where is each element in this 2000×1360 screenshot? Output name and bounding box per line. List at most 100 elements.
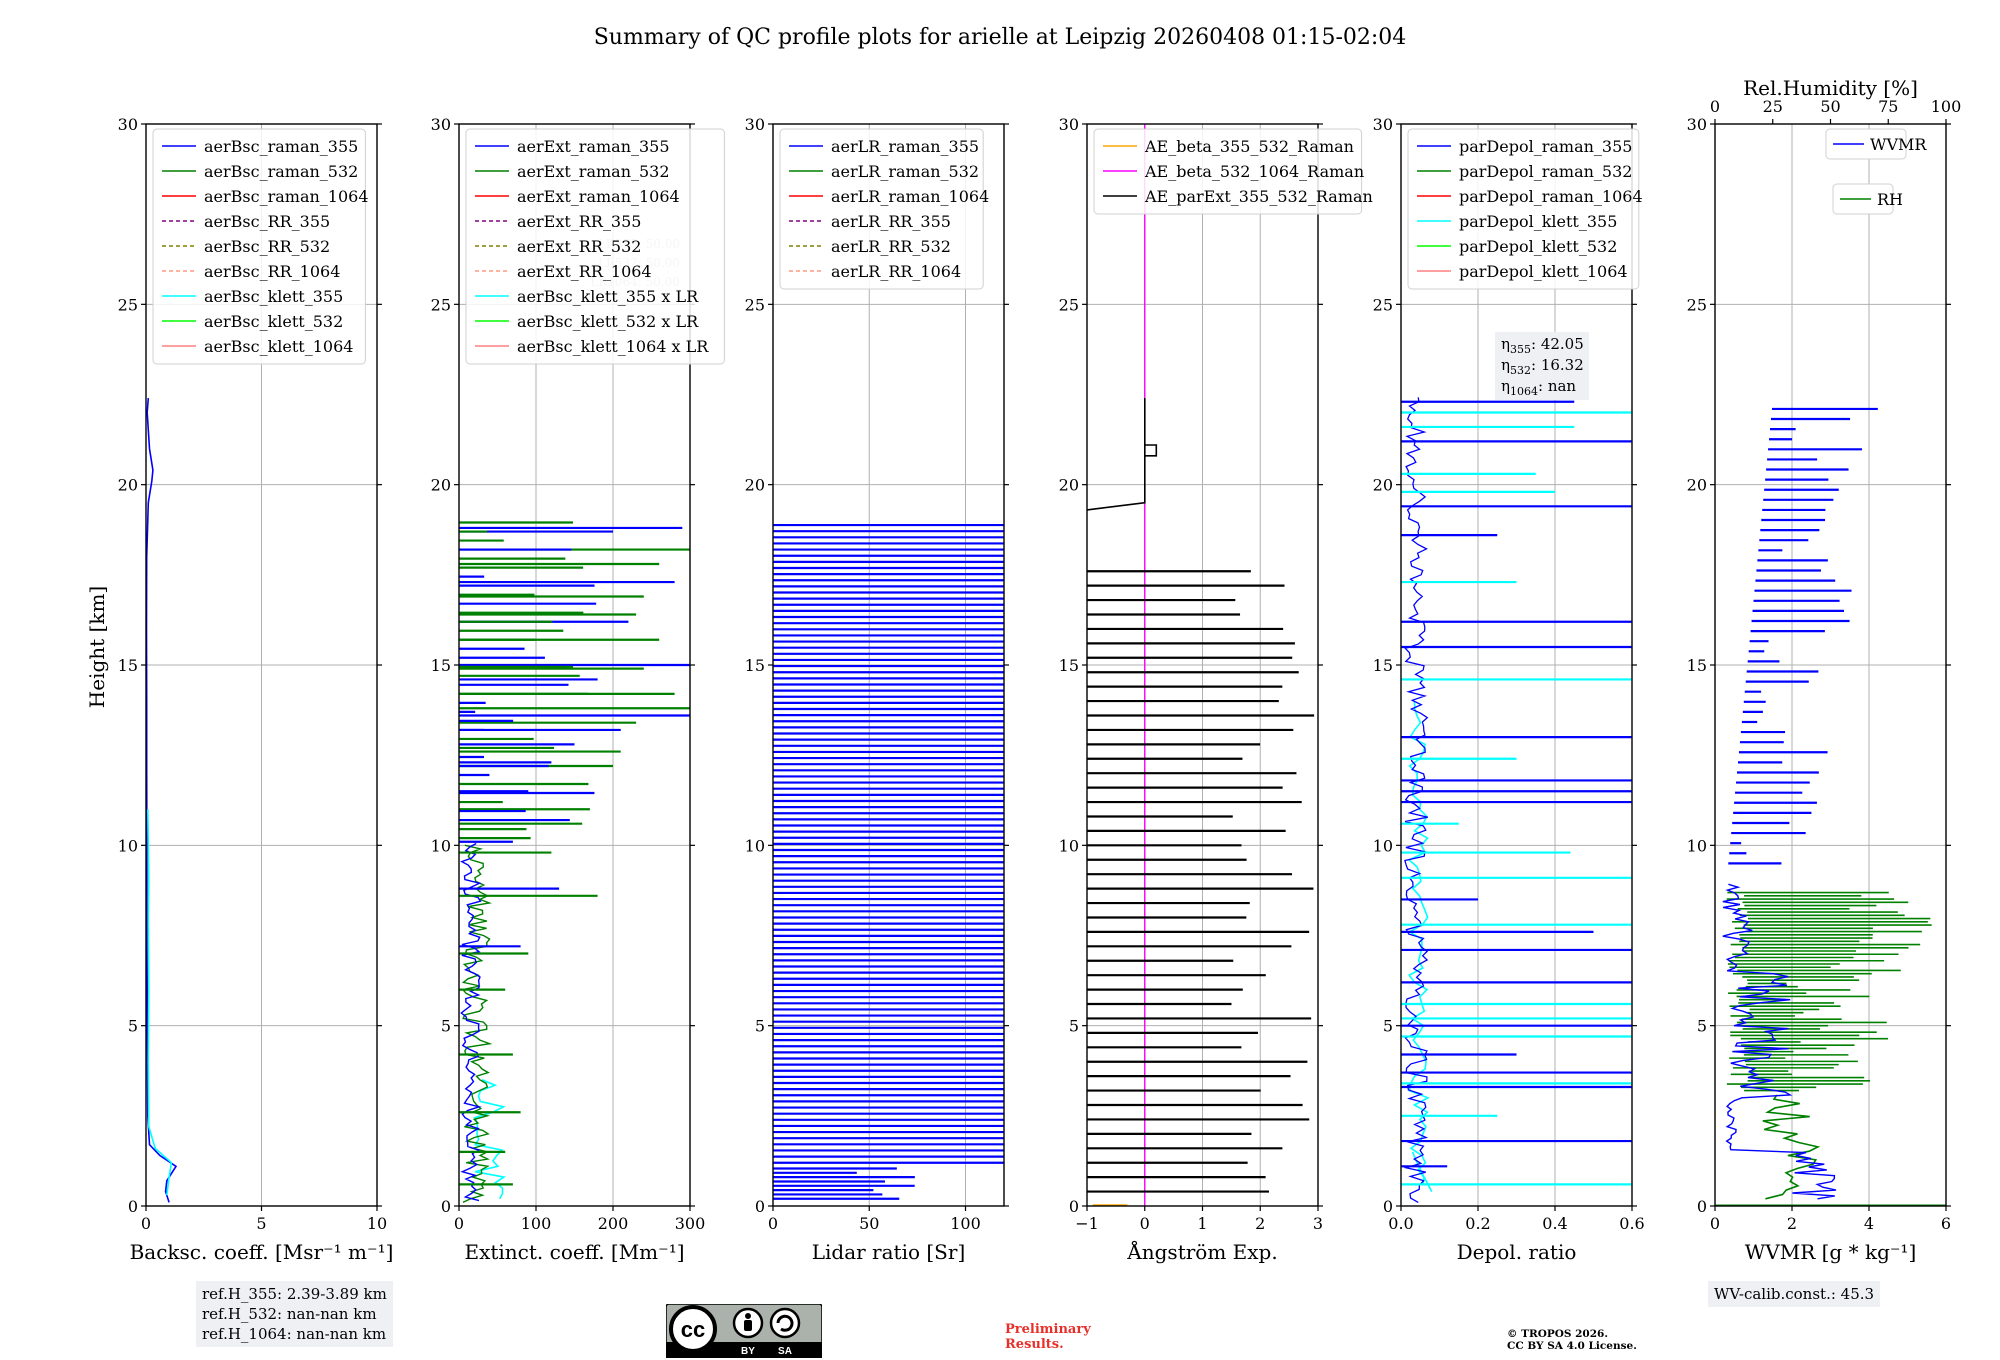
legend-box xyxy=(465,128,725,365)
axes-frame xyxy=(1400,123,1633,1207)
top-tick-label: 50 xyxy=(1820,97,1840,116)
y-tick-label: 30 xyxy=(1373,115,1393,134)
x-tick-label: 50 xyxy=(859,1214,879,1233)
x-tick-label: 300 xyxy=(675,1214,706,1233)
x-axis-label: Depol. ratio xyxy=(1457,1240,1577,1264)
panel-1: 0 5 10 0 5 10 15 20 25 30 Backsc. coeff. [Msr⁻¹ m⁻… xyxy=(118,115,394,1264)
panel-3: 0 50 100 0 5 10 15 20 25 30 Lidar ratio [Sr] aerLR_… xyxy=(745,115,1009,1264)
x-tick-label: −1 xyxy=(1075,1214,1099,1233)
legend-entry: aerExt_raman_1064 xyxy=(517,187,680,206)
plot-area xyxy=(1087,124,1315,1206)
legend-entry: parDepol_klett_355 xyxy=(1459,212,1617,231)
eta-value: : nan xyxy=(1538,377,1576,395)
legend-entry: parDepol_raman_355 xyxy=(1459,137,1632,156)
legend: aerBsc_raman_355 aerBsc_raman_532 aerBsc_r… xyxy=(152,128,369,365)
y-tick-label: 30 xyxy=(431,115,451,134)
y-tick-label: 25 xyxy=(1059,295,1079,314)
y-tick-label: 0 xyxy=(128,1197,138,1216)
eta-355: η355: 42.05 xyxy=(1501,335,1584,356)
x-tick-label: 0 xyxy=(454,1214,464,1233)
y-tick-label: 0 xyxy=(1383,1197,1393,1216)
y-tick-label: 25 xyxy=(1373,295,1393,314)
legend: aerLR_raman_355 aerLR_raman_532 aerLR_rama… xyxy=(779,128,989,290)
panel-6: 0 2 4 6 0 5 10 15 20 25 30 WVMR [g * kg⁻¹] 0 25 50 75 10… xyxy=(1687,76,1962,1264)
legend-entry: aerExt_raman_532 xyxy=(517,162,670,181)
axes-frame xyxy=(772,123,1005,1207)
y-tick-label: 10 xyxy=(118,836,138,855)
ref-height-1064: ref.H_1064: nan-nan km xyxy=(202,1325,387,1343)
legend-box xyxy=(152,128,366,365)
eta-box: η355: 42.05 η532: 16.32 η1064: nan xyxy=(1495,332,1589,400)
y-tick-label: 5 xyxy=(441,1017,451,1036)
series-line-RH xyxy=(1762,1094,1821,1200)
legend: AE_beta_355_532_Raman AE_beta_532_1064_Ra… xyxy=(1093,128,1373,215)
legend-entry: aerBsc_raman_355 xyxy=(204,137,358,156)
legend-box xyxy=(1825,128,1907,160)
legend-entry: parDepol_raman_1064 xyxy=(1459,187,1643,206)
cc-sa: SA xyxy=(778,1346,792,1357)
y-tick-label: 5 xyxy=(755,1017,765,1036)
legend-entry: aerBsc_klett_1064 x LR xyxy=(517,337,709,356)
y-tick-label: 20 xyxy=(1373,476,1393,495)
legend-entry: aerBsc_klett_355 xyxy=(204,287,343,306)
y-tick-label: 30 xyxy=(1687,115,1707,134)
y-tick-label: 20 xyxy=(1059,476,1079,495)
legend-entry: aerBsc_RR_1064 xyxy=(204,262,340,281)
legend-entry: aerLR_RR_532 xyxy=(831,237,951,256)
y-tick-label: 25 xyxy=(431,295,451,314)
y-tick-label: 30 xyxy=(745,115,765,134)
x-axis-label: Lidar ratio [Sr] xyxy=(812,1240,966,1264)
legend-entry: AE_beta_532_1064_Raman xyxy=(1144,162,1364,181)
y-tick-label: 20 xyxy=(1687,476,1707,495)
y-tick-label: 30 xyxy=(118,115,138,134)
legend-entry: aerBsc_klett_532 xyxy=(204,312,343,331)
y-tick-label: 5 xyxy=(128,1017,138,1036)
ref-height-355: ref.H_355: 2.39-3.89 km xyxy=(202,1285,387,1303)
eta-subscript: 532 xyxy=(1510,364,1531,377)
legend: WVMR RH xyxy=(1825,128,1927,215)
y-tick-label: 10 xyxy=(431,836,451,855)
copyright-line-1: © TROPOS 2026. xyxy=(1507,1328,1609,1340)
series-line-AE_upper xyxy=(1087,398,1146,511)
x-tick-label: 0 xyxy=(768,1214,778,1233)
y-tick-label: 15 xyxy=(1373,656,1393,675)
y-tick-label: 20 xyxy=(745,476,765,495)
top-tick-label: 25 xyxy=(1763,97,1783,116)
x-tick-label: 3 xyxy=(1313,1214,1323,1233)
legend-entry: AE_parExt_355_532_Raman xyxy=(1144,187,1373,206)
y-tick-label: 20 xyxy=(118,476,138,495)
y-tick-label: 10 xyxy=(1687,836,1707,855)
series-line-aerBsc_klett_355 xyxy=(147,809,173,1196)
cc-letters: cc xyxy=(681,1317,705,1342)
axes-frame xyxy=(458,123,691,1207)
eta-value: : 16.32 xyxy=(1531,356,1584,374)
plot-area xyxy=(459,521,690,1204)
y-tick-label: 0 xyxy=(441,1197,451,1216)
x-tick-label: 0.4 xyxy=(1542,1214,1567,1233)
copyright-note: © TROPOS 2026. CC BY SA 4.0 License. xyxy=(1507,1328,1637,1352)
legend: parDepol_raman_355 parDepol_raman_532 parD… xyxy=(1407,128,1643,290)
y-tick-label: 5 xyxy=(1383,1017,1393,1036)
y-tick-label: 10 xyxy=(1059,836,1079,855)
legend-entry: aerBsc_raman_1064 xyxy=(204,187,369,206)
x-tick-label: 10 xyxy=(367,1214,387,1233)
ref-height-532: ref.H_532: nan-nan km xyxy=(202,1305,377,1323)
legend-entry: aerLR_raman_532 xyxy=(831,162,979,181)
legend-entry: aerExt_RR_355 xyxy=(517,212,641,231)
legend-entry: aerBsc_klett_355 x LR xyxy=(517,287,699,306)
x-axis-label: WVMR [g * kg⁻¹] xyxy=(1745,1240,1917,1264)
series-line-aerExt_raman_532 xyxy=(461,844,493,1204)
y-tick-label: 0 xyxy=(1069,1197,1079,1216)
axes-frame xyxy=(145,123,378,1207)
eta-value: : 42.05 xyxy=(1531,335,1584,353)
legend-entry: aerExt_RR_532 xyxy=(517,237,641,256)
preliminary-line-1: Preliminary xyxy=(1005,1322,1091,1337)
x-tick-label: 100 xyxy=(521,1214,552,1233)
cc-license-badge: cc BY SA xyxy=(666,1304,822,1358)
legend-entry: aerLR_raman_355 xyxy=(831,137,979,156)
y-tick-label: 15 xyxy=(118,656,138,675)
reference-height-box: ref.H_355: 2.39-3.89 km ref.H_532: nan-n… xyxy=(196,1281,393,1347)
y-tick-label: 5 xyxy=(1069,1017,1079,1036)
x-tick-label: 2 xyxy=(1787,1214,1797,1233)
